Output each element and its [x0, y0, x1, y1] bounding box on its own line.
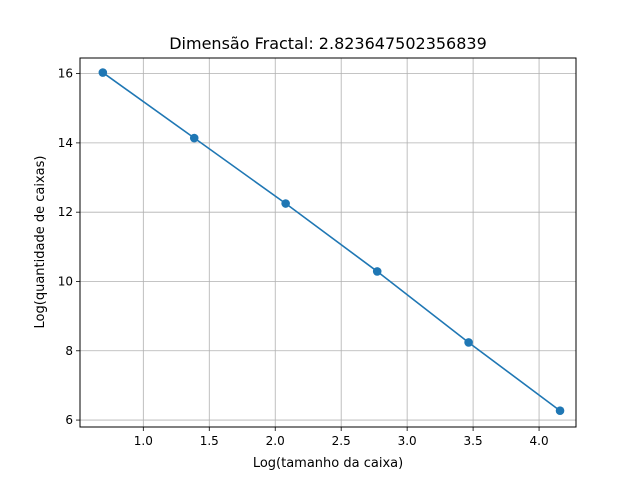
data-point	[464, 338, 473, 347]
y-tick-label: 10	[58, 274, 73, 288]
data-point	[555, 406, 565, 416]
x-tick-label: 4.0	[530, 434, 549, 448]
y-tick-label: 12	[58, 205, 73, 219]
x-tick-label: 1.0	[134, 434, 153, 448]
y-tick-label: 14	[58, 136, 73, 150]
y-tick-label: 16	[58, 67, 73, 81]
y-tick-label: 6	[65, 413, 73, 427]
x-tick-label: 3.5	[464, 434, 483, 448]
data-point	[189, 133, 199, 143]
chart-title: Dimensão Fractal: 2.823647502356839	[169, 34, 487, 53]
data-point	[98, 68, 108, 77]
x-axis-label: Log(tamanho da caixa)	[253, 456, 403, 471]
data-point	[372, 267, 382, 276]
series-line	[102, 71, 561, 412]
series-layer	[98, 68, 565, 416]
grid-lines	[80, 58, 576, 427]
x-tick-label: 3.0	[398, 434, 417, 448]
y-tick-label: 8	[65, 344, 73, 358]
tick-layer: 1.0 1.5 2.0 2.5 3.0 3.5 4.0 6 8 10 12 14 16	[58, 67, 549, 448]
y-axis-label: Log(quantidade de caixas)	[33, 156, 48, 329]
x-tick-label: 2.0	[266, 434, 285, 448]
axes-frame	[79, 57, 577, 428]
x-tick-label: 1.5	[200, 434, 219, 448]
x-tick-label: 2.5	[332, 434, 351, 448]
data-point	[281, 199, 290, 208]
